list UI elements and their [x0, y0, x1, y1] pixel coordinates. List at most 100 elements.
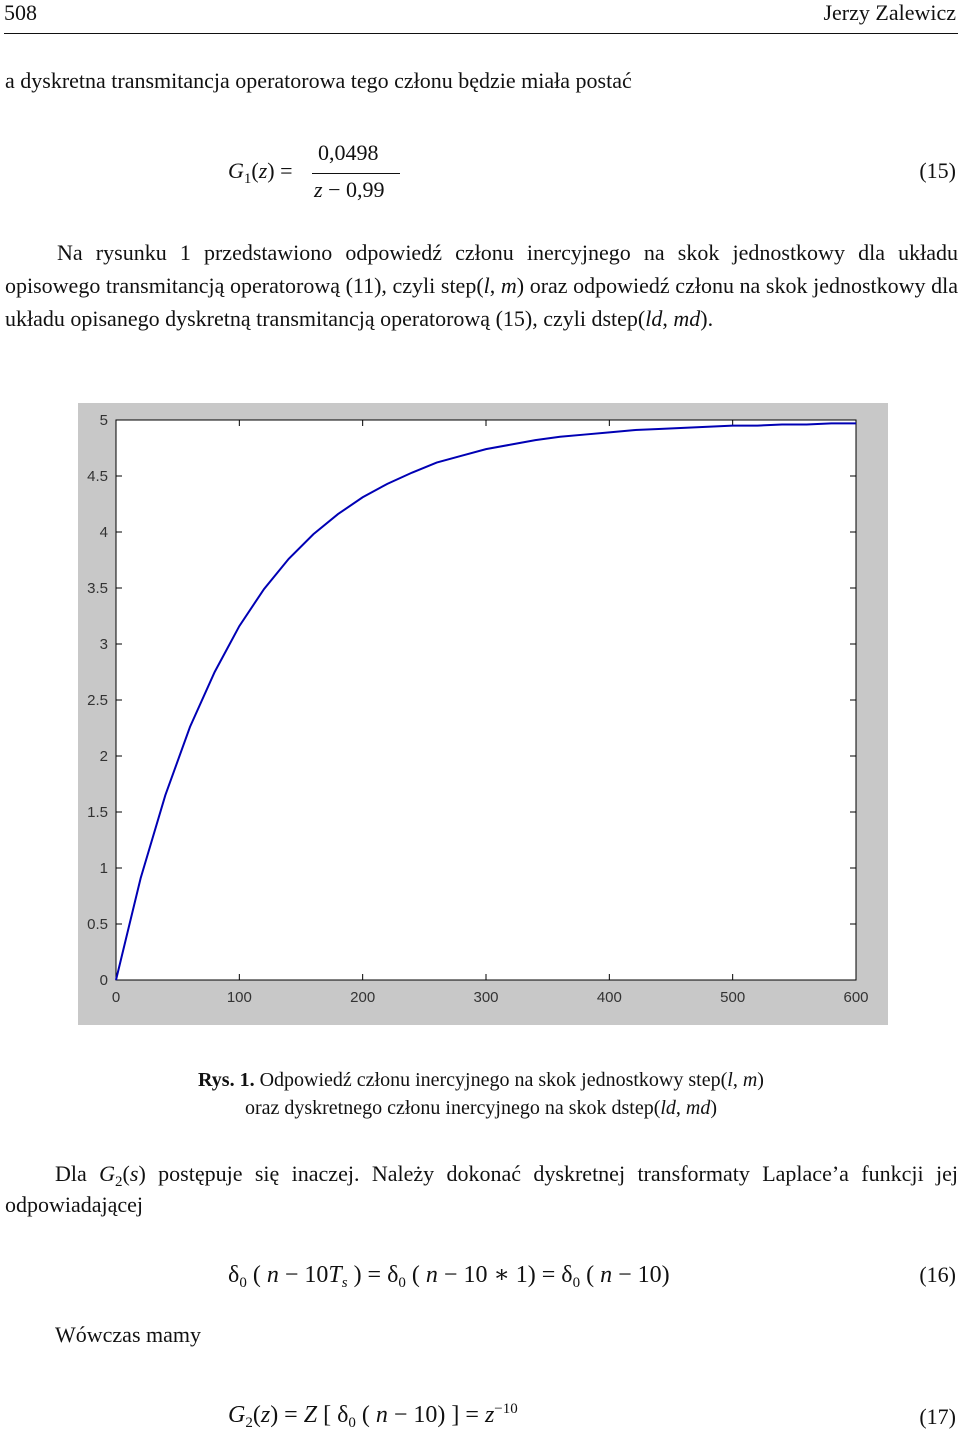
text: ) [710, 1097, 718, 1119]
equation-number: (15) [919, 158, 956, 183]
eq-symbol: G [228, 1402, 246, 1428]
eq-denominator: z − 0,99 [314, 177, 384, 203]
eq-text: ) = [267, 158, 293, 183]
eq-symbol: z [260, 1402, 271, 1428]
author: Jerzy Zalewicz [823, 0, 956, 25]
paragraph: Dla G2(s) postępuje się inaczej. Należy … [5, 1158, 958, 1220]
eq-symbol: n [425, 1262, 438, 1288]
x-tick-label: 400 [597, 989, 622, 1006]
eq-text: ( [355, 1402, 376, 1428]
eq-text: ( [251, 158, 259, 183]
eq-subscript: 0 [348, 1415, 356, 1431]
text: , [732, 1069, 743, 1091]
eq-symbol: n [375, 1402, 388, 1428]
eq-text: − 10 [278, 1262, 329, 1288]
eq-text: − 10) ] = [387, 1402, 485, 1428]
text: oraz dyskretnego członu inercyjnego na s… [244, 1097, 661, 1119]
eq-numerator: 0,0498 [318, 140, 379, 165]
text: ld [660, 1097, 676, 1119]
text: ) [757, 1069, 764, 1091]
eq-symbol: n [600, 1262, 613, 1288]
equation-number: (16) [919, 1262, 956, 1287]
text: , [675, 1097, 686, 1119]
eq-text: ) = [270, 1402, 304, 1428]
x-tick-label: 100 [227, 989, 252, 1006]
y-tick-label: 0 [100, 972, 108, 989]
eq-symbol: T [328, 1262, 342, 1288]
header-rule [4, 33, 958, 34]
equation: G1(z) = [228, 158, 293, 187]
caption-label: Rys. 1. [198, 1069, 255, 1091]
eq-text: δ [228, 1262, 240, 1288]
eq-superscript: −10 [494, 1401, 518, 1417]
x-tick-label: 0 [112, 989, 120, 1006]
y-tick-label: 3.5 [87, 580, 108, 597]
text: Dla [55, 1161, 100, 1186]
eq-text: − 10) [612, 1262, 670, 1288]
paragraph: a dyskretna transmitancja operatorowa te… [5, 68, 632, 93]
text: , [662, 306, 674, 331]
eq-subscript: s [341, 1275, 348, 1291]
eq-text: − 10 ∗ 1) = δ [437, 1262, 573, 1288]
text: md [685, 1097, 711, 1119]
y-tick-label: 3 [100, 636, 108, 653]
step-response-line [115, 422, 856, 981]
eq-text: ( [252, 1402, 261, 1428]
plot-area [115, 419, 857, 981]
y-tick-label: 4 [100, 524, 108, 541]
equation: G2(z) = Z [ δ0 ( n − 10) ] = z−10 [228, 1401, 518, 1431]
text: , [489, 273, 501, 298]
y-tick-label: 0.5 [87, 916, 108, 933]
y-tick-label: 5 [100, 412, 108, 429]
text: ( [122, 1161, 130, 1186]
eq-symbol: Z [303, 1402, 318, 1428]
text: l [483, 273, 490, 298]
eq-symbol: n [266, 1262, 279, 1288]
x-tick-label: 500 [720, 989, 745, 1006]
x-tick-label: 300 [473, 989, 498, 1006]
eq-symbol: z [314, 177, 323, 202]
fraction-bar [312, 173, 400, 174]
eq-subscript: 0 [398, 1275, 406, 1291]
y-tick-label: 2.5 [87, 692, 108, 709]
eq-symbol: z [258, 158, 268, 183]
text: ld [645, 306, 663, 331]
figure-caption: Rys. 1. Odpowiedź członu inercyjnego na … [130, 1066, 832, 1122]
text: G [99, 1161, 116, 1186]
eq-subscript: 0 [572, 1275, 581, 1291]
paragraph: Wówczas mamy [55, 1322, 201, 1347]
x-tick-label: 600 [843, 989, 868, 1006]
text: l [727, 1069, 733, 1091]
text: md [673, 306, 701, 331]
paragraph: Na rysunku 1 przedstawiono odpowiedź czł… [5, 236, 958, 335]
text: m [500, 273, 517, 298]
eq-symbol: z [484, 1402, 495, 1428]
equation: δ0 ( n − 10Ts ) = δ0 ( n − 10 ∗ 1) = δ0 … [228, 1260, 670, 1291]
eq-text: ( [405, 1262, 426, 1288]
y-tick-label: 4.5 [87, 468, 108, 485]
x-tick-label: 200 [350, 989, 375, 1006]
text: ) postępuje się inaczej. Należy dokonać … [5, 1161, 958, 1217]
eq-subscript: 0 [239, 1275, 247, 1291]
text: Odpowiedź członu inercyjnego na skok jed… [254, 1069, 728, 1091]
y-tick-label: 1.5 [87, 804, 108, 821]
y-tick-label: 2 [100, 748, 108, 765]
eq-text: ( [246, 1262, 267, 1288]
text: 2 [115, 1174, 123, 1190]
eq-text: − 0,99 [322, 177, 385, 202]
text: ) oraz odpowiedź członu na skok jednostk… [5, 273, 958, 331]
eq-text: ( [580, 1262, 601, 1288]
eq-subscript: 2 [245, 1415, 253, 1431]
text: Na rysunku 1 przedstawiono odpowiedź czł… [5, 240, 958, 298]
eq-text: [ δ [317, 1402, 349, 1428]
text: m [742, 1069, 758, 1091]
equation-number: (17) [919, 1404, 956, 1429]
eq-text: ) = δ [347, 1262, 399, 1288]
text: s [129, 1161, 139, 1186]
y-tick-label: 1 [100, 860, 108, 877]
chart: 0 0.5 1 1.5 2 2.5 3 3.5 4 4.5 5 0 100 200 300 400 500 600 [78, 403, 888, 1025]
page-number: 508 [4, 0, 37, 25]
eq-symbol: G [228, 158, 244, 183]
eq-subscript: 1 [243, 171, 252, 187]
